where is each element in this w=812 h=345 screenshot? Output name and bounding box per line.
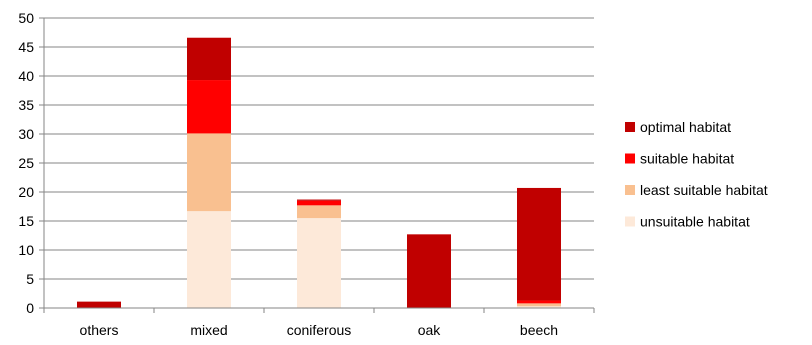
- bar-segment-unsuitable-habitat-mixed: [187, 211, 231, 308]
- x-axis-ticks: others mixed coniferous oak beech: [43, 308, 595, 338]
- gridlines: [44, 17, 594, 280]
- bar-segment-suitable-habitat-mixed: [187, 80, 231, 134]
- bar-segment-unsuitable-habitat-beech: [517, 306, 561, 308]
- y-tick-label: 0: [26, 300, 34, 316]
- legend-swatch: [625, 153, 635, 164]
- x-tick-label: mixed: [190, 322, 227, 338]
- bar-segment-suitable-habitat-beech: [517, 300, 561, 304]
- y-axis-ticks: 0 5 10 15 20 25 30 35 40 45 50: [18, 10, 44, 316]
- bar-segment-unsuitable-habitat-coniferous: [297, 218, 341, 308]
- y-tick-label: 5: [26, 271, 34, 287]
- bars: [77, 37, 561, 308]
- bar-segment-optimal-habitat-oak: [407, 234, 451, 308]
- legend-swatch: [625, 216, 635, 227]
- x-tick-label: beech: [520, 322, 558, 338]
- bar-segment-optimal-habitat-beech: [517, 187, 561, 301]
- y-tick-label: 45: [18, 39, 34, 55]
- legend-label: optimal habitat: [640, 119, 731, 135]
- bar-segment-optimal-habitat-coniferous: [297, 199, 341, 201]
- y-tick-label: 15: [18, 213, 34, 229]
- bar-segment-optimal-habitat-mixed: [187, 37, 231, 81]
- y-tick-label: 20: [18, 184, 34, 200]
- legend-swatch: [625, 185, 635, 195]
- bar-segment-least-suitable-habitat-mixed: [187, 133, 231, 212]
- y-tick-label: 10: [18, 242, 34, 258]
- legend: optimal habitat suitable habitat least sui…: [625, 119, 768, 230]
- bar-segment-suitable-habitat-coniferous: [297, 200, 341, 206]
- y-tick-label: 40: [18, 68, 34, 84]
- x-tick-label: coniferous: [287, 322, 352, 338]
- bar-segment-optimal-habitat-others: [77, 301, 121, 308]
- y-tick-label: 30: [18, 126, 34, 142]
- y-tick-label: 35: [18, 97, 34, 113]
- x-tick-label: others: [80, 322, 119, 338]
- legend-label: unsuitable habitat: [640, 214, 750, 230]
- legend-label: suitable habitat: [640, 151, 734, 167]
- legend-label: least suitable habitat: [640, 182, 768, 198]
- x-tick-label: oak: [418, 322, 442, 338]
- y-tick-label: 50: [18, 10, 34, 26]
- bar-segment-least-suitable-habitat-beech: [517, 303, 561, 307]
- legend-swatch: [625, 122, 635, 132]
- bar-segment-least-suitable-habitat-coniferous: [297, 205, 341, 219]
- y-tick-label: 25: [18, 155, 34, 171]
